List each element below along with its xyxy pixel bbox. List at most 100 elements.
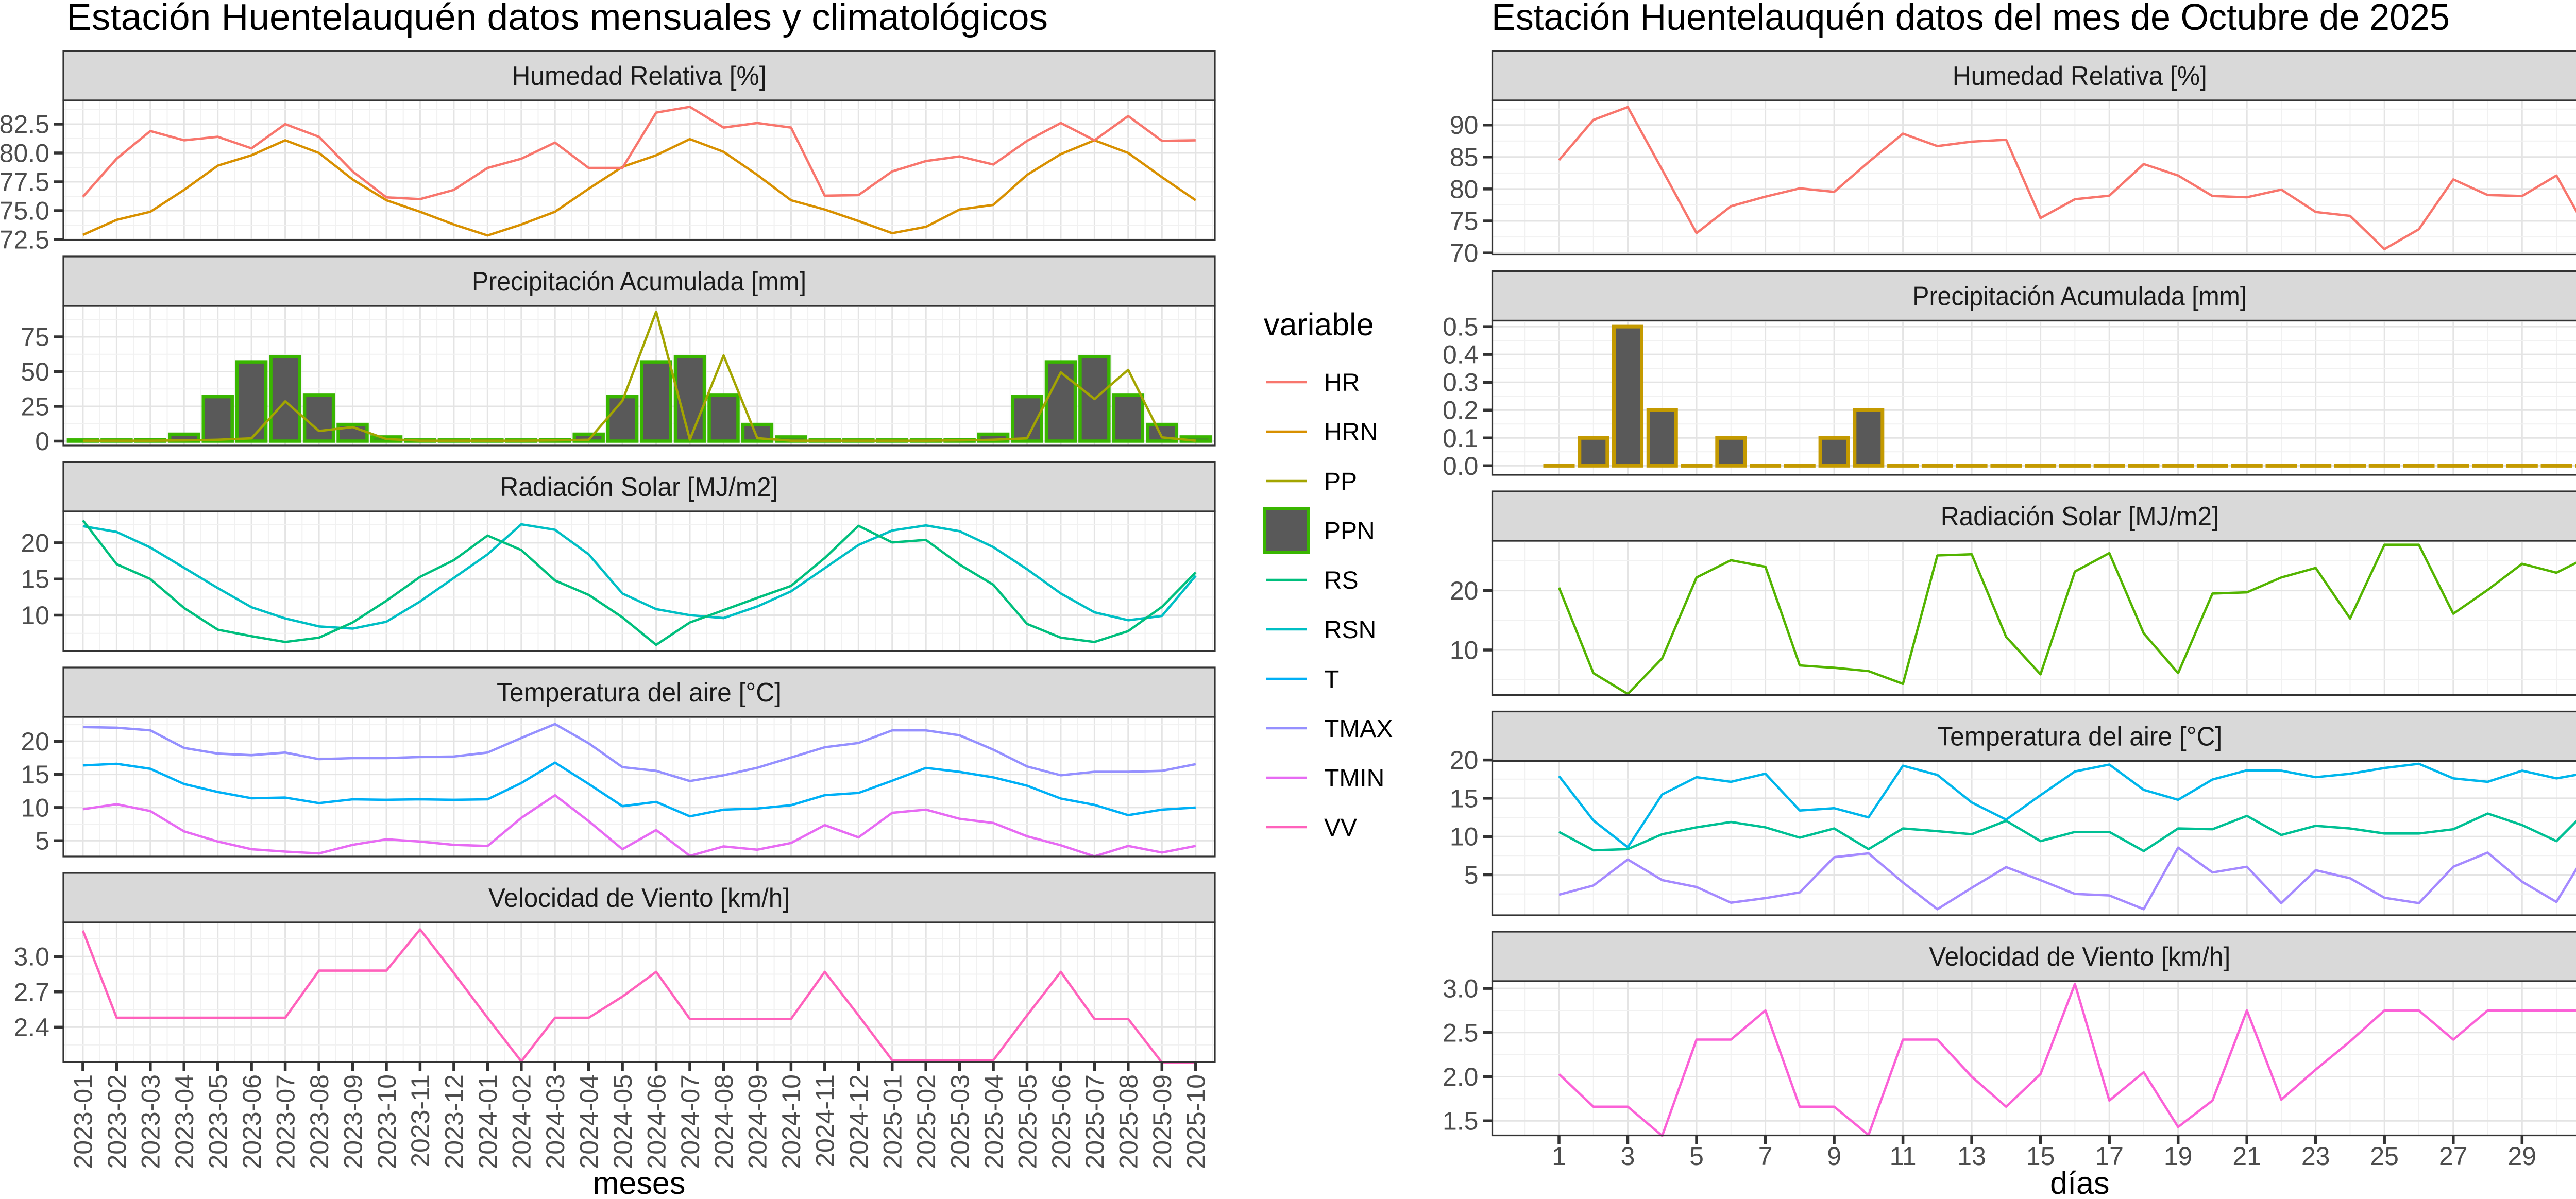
svg-text:15: 15: [21, 760, 49, 789]
svg-text:PPN: PPN: [1324, 518, 1375, 545]
svg-text:2024-02: 2024-02: [507, 1074, 536, 1169]
svg-text:5: 5: [1689, 1142, 1704, 1171]
svg-text:2.0: 2.0: [1443, 1063, 1479, 1091]
svg-text:2023-10: 2023-10: [372, 1074, 401, 1169]
svg-text:2.7: 2.7: [13, 978, 49, 1006]
svg-text:75: 75: [21, 323, 49, 352]
svg-text:2024-11: 2024-11: [811, 1074, 840, 1167]
svg-text:20: 20: [1450, 576, 1479, 605]
svg-text:15: 15: [1450, 784, 1479, 813]
svg-text:2023-05: 2023-05: [204, 1074, 233, 1169]
svg-text:2023-03: 2023-03: [137, 1074, 165, 1169]
svg-text:2025-08: 2025-08: [1114, 1074, 1143, 1169]
svg-text:15: 15: [2026, 1142, 2055, 1171]
svg-text:2023-08: 2023-08: [305, 1074, 334, 1169]
svg-text:9: 9: [1827, 1142, 1841, 1171]
svg-text:Estación Huentelauquén datos m: Estación Huentelauquén datos mensuales y…: [66, 0, 1048, 38]
svg-text:15: 15: [21, 565, 49, 594]
svg-text:2024-08: 2024-08: [709, 1074, 738, 1169]
svg-text:85: 85: [1450, 143, 1479, 172]
svg-text:0.2: 0.2: [1443, 396, 1479, 425]
svg-text:2025-06: 2025-06: [1047, 1074, 1076, 1169]
svg-text:2024-12: 2024-12: [844, 1074, 873, 1169]
svg-text:20: 20: [21, 528, 49, 557]
svg-text:VV: VV: [1324, 814, 1357, 842]
svg-text:25: 25: [2370, 1142, 2399, 1171]
svg-text:2023-07: 2023-07: [271, 1074, 300, 1169]
svg-text:HRN: HRN: [1324, 419, 1378, 446]
svg-text:27: 27: [2439, 1142, 2468, 1171]
svg-text:50: 50: [21, 357, 49, 386]
svg-text:2023-12: 2023-12: [440, 1074, 469, 1169]
svg-text:25: 25: [21, 392, 49, 421]
svg-text:Precipitación Acumulada [mm]: Precipitación Acumulada [mm]: [1912, 282, 2247, 312]
svg-text:2.4: 2.4: [13, 1013, 49, 1042]
svg-text:0: 0: [35, 427, 49, 456]
svg-text:RSN: RSN: [1324, 616, 1376, 644]
svg-text:90: 90: [1450, 111, 1479, 140]
svg-text:Precipitación Acumulada [mm]: Precipitación Acumulada [mm]: [472, 267, 806, 297]
svg-text:2024-09: 2024-09: [743, 1074, 772, 1169]
svg-text:19: 19: [2164, 1142, 2193, 1171]
svg-text:TMAX: TMAX: [1324, 715, 1393, 743]
svg-text:2025-09: 2025-09: [1148, 1074, 1177, 1169]
svg-text:2024-06: 2024-06: [642, 1074, 671, 1169]
svg-text:0.4: 0.4: [1443, 340, 1479, 369]
svg-text:11: 11: [1890, 1142, 1917, 1171]
svg-text:3.0: 3.0: [13, 943, 49, 971]
svg-text:29: 29: [2507, 1142, 2536, 1171]
svg-text:82.5: 82.5: [0, 110, 49, 139]
svg-text:2023-06: 2023-06: [238, 1074, 266, 1169]
svg-text:2024-05: 2024-05: [608, 1074, 637, 1169]
svg-text:2024-01: 2024-01: [473, 1074, 502, 1169]
svg-text:Radiación Solar [MJ/m2]: Radiación Solar [MJ/m2]: [1941, 502, 2219, 532]
svg-text:Estación Huentelauquén datos d: Estación Huentelauquén datos del mes de …: [1492, 0, 2450, 38]
svg-text:2025-02: 2025-02: [912, 1074, 941, 1169]
svg-text:2023-04: 2023-04: [170, 1074, 199, 1169]
svg-text:3: 3: [1621, 1142, 1635, 1171]
svg-text:2025-04: 2025-04: [979, 1074, 1008, 1169]
svg-text:RS: RS: [1324, 567, 1359, 594]
svg-text:Radiación Solar [MJ/m2]: Radiación Solar [MJ/m2]: [500, 472, 778, 502]
svg-text:2023-11: 2023-11: [406, 1074, 435, 1167]
svg-text:20: 20: [1450, 746, 1479, 775]
svg-text:80: 80: [1450, 175, 1479, 203]
svg-text:1.5: 1.5: [1443, 1107, 1479, 1136]
svg-text:2023-09: 2023-09: [338, 1074, 367, 1169]
svg-text:80.0: 80.0: [0, 139, 49, 168]
svg-text:1: 1: [1552, 1142, 1566, 1171]
svg-text:70: 70: [1450, 239, 1479, 268]
svg-text:Temperatura del aire [°C]: Temperatura del aire [°C]: [1937, 722, 2222, 752]
svg-text:2024-10: 2024-10: [777, 1074, 806, 1169]
svg-text:13: 13: [1957, 1142, 1986, 1171]
svg-text:2025-01: 2025-01: [878, 1074, 907, 1169]
svg-text:2025-07: 2025-07: [1080, 1074, 1109, 1169]
svg-text:variable: variable: [1264, 307, 1374, 342]
svg-text:HR: HR: [1324, 369, 1360, 397]
svg-text:10: 10: [1450, 823, 1479, 851]
svg-text:75: 75: [1450, 207, 1479, 236]
svg-text:10: 10: [21, 793, 49, 822]
svg-text:20: 20: [21, 727, 49, 756]
svg-text:0.0: 0.0: [1443, 452, 1479, 481]
svg-text:2024-04: 2024-04: [575, 1074, 604, 1169]
svg-text:2025-05: 2025-05: [1013, 1074, 1042, 1169]
svg-text:5: 5: [35, 827, 49, 855]
svg-text:días: días: [2050, 1166, 2109, 1199]
svg-text:Velocidad de Viento [km/h]: Velocidad de Viento [km/h]: [488, 883, 790, 913]
svg-text:2023-02: 2023-02: [103, 1074, 131, 1169]
svg-text:Humedad Relativa [%]: Humedad Relativa [%]: [1953, 61, 2207, 91]
svg-text:0.5: 0.5: [1443, 313, 1479, 341]
svg-text:10: 10: [1450, 636, 1479, 665]
svg-text:0.3: 0.3: [1443, 368, 1479, 397]
svg-text:0.1: 0.1: [1443, 424, 1479, 453]
svg-text:Temperatura del aire [°C]: Temperatura del aire [°C]: [497, 678, 782, 708]
svg-text:2024-03: 2024-03: [541, 1074, 570, 1169]
svg-text:21: 21: [2232, 1142, 2261, 1171]
svg-text:17: 17: [2095, 1142, 2124, 1171]
svg-text:5: 5: [1464, 861, 1479, 889]
svg-text:meses: meses: [593, 1166, 686, 1199]
svg-text:2023-01: 2023-01: [69, 1074, 98, 1169]
svg-text:23: 23: [2301, 1142, 2330, 1171]
svg-text:2.5: 2.5: [1443, 1018, 1479, 1047]
